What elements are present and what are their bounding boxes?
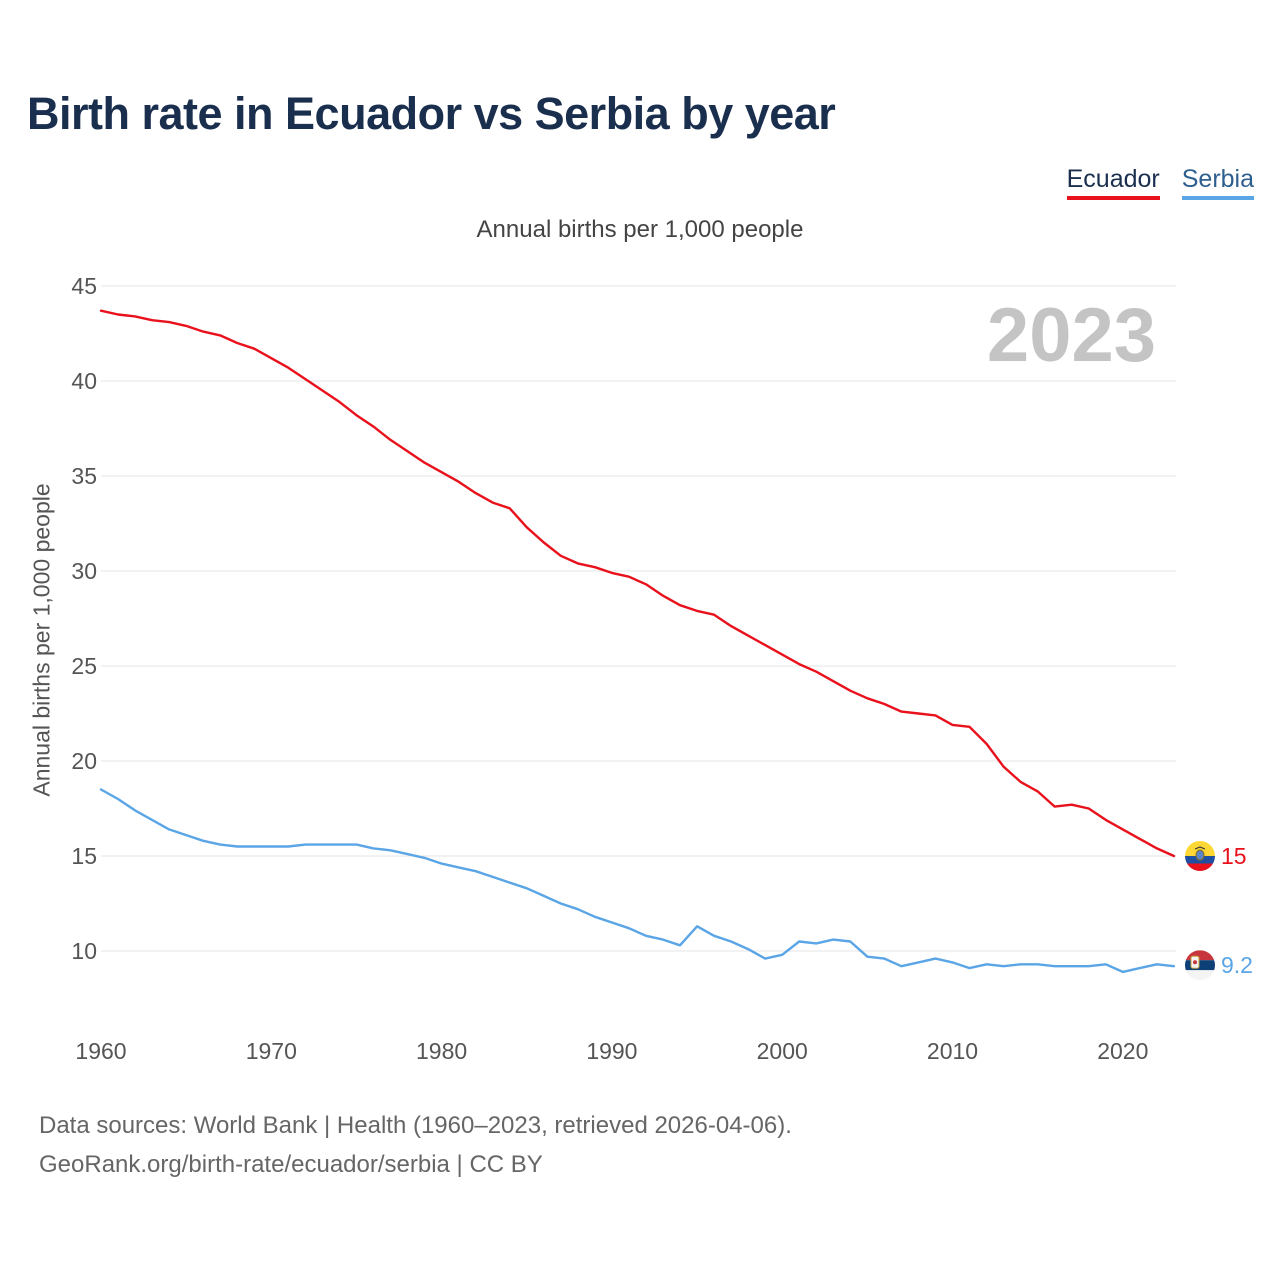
- serbia-end-label: 9.2: [1221, 952, 1253, 978]
- year-display: 2023: [986, 293, 1156, 378]
- x-tick-label: 2020: [1097, 1038, 1148, 1064]
- series-lines: [99, 309, 1176, 974]
- chart-subtitle: Annual births per 1,000 people: [476, 216, 804, 243]
- legend: Ecuador Serbia: [1066, 165, 1254, 200]
- x-tick-label: 1960: [75, 1038, 126, 1064]
- serbia-flag-icon: [1185, 950, 1215, 981]
- y-tick-label: 45: [71, 273, 97, 299]
- x-tick-labels: 1960 1970 1980 1990 2000 2010 2020: [75, 1038, 1148, 1064]
- y-tick-label: 30: [71, 558, 97, 584]
- legend-item-ecuador[interactable]: Ecuador: [1066, 165, 1160, 200]
- y-tick-label: 25: [71, 653, 97, 679]
- x-tick-label: 2010: [927, 1038, 978, 1064]
- x-tick-label: 2000: [757, 1038, 808, 1064]
- y-tick-label: 10: [71, 938, 97, 964]
- x-tick-label: 1980: [416, 1038, 467, 1064]
- ecuador-end-label: 15: [1221, 843, 1247, 869]
- y-tick-label: 15: [71, 843, 97, 869]
- sources-line-1: Data sources: World Bank | Health (1960–…: [39, 1112, 792, 1139]
- x-tick-label: 1990: [586, 1038, 637, 1064]
- y-tick-label: 40: [71, 368, 97, 394]
- grid-lines: [101, 285, 1176, 952]
- x-tick-label: 1970: [246, 1038, 297, 1064]
- chart-title: Birth rate in Ecuador vs Serbia by year: [27, 88, 836, 139]
- ecuador-flag-icon: [1185, 841, 1215, 871]
- legend-item-serbia[interactable]: Serbia: [1181, 165, 1254, 200]
- series-line-serbia: [99, 788, 1176, 974]
- y-tick-labels: 10 15 20 25 30 35 40 45: [71, 273, 97, 964]
- y-tick-label: 35: [71, 463, 97, 489]
- sources-line-2[interactable]: GeoRank.org/birth-rate/ecuador/serbia | …: [39, 1151, 543, 1178]
- end-markers: 159.2: [1185, 841, 1253, 981]
- y-tick-label: 20: [71, 748, 97, 774]
- series-line-ecuador: [99, 309, 1176, 858]
- data-sources: Data sources: World Bank | Health (1960–…: [39, 1106, 792, 1184]
